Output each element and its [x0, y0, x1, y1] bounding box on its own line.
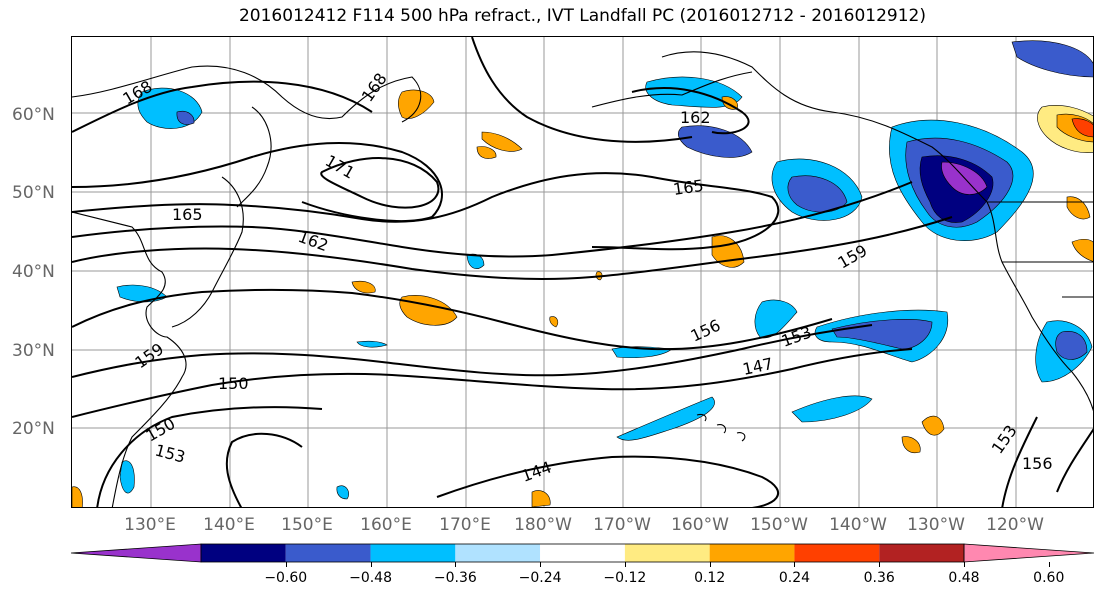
lat-label-60n: 60°N — [12, 105, 55, 125]
colorbar-tick-label: −0.48 — [349, 570, 392, 586]
contour-label: 150 — [218, 374, 249, 393]
contour-label: 171 — [322, 151, 358, 183]
colorbar-tick-label: −0.24 — [518, 570, 562, 586]
map-canvas: 168 168 171 165 165 162 162 159 159 156 … — [72, 37, 1093, 507]
colorbar-tick-mark — [624, 562, 626, 567]
colorbar-tick-mark — [964, 562, 965, 567]
lon-label-180w: 180°W — [514, 515, 572, 535]
colorbar-tick-mark — [794, 562, 796, 567]
negative-anomaly-shading — [116, 40, 1093, 500]
colorbar-cell — [794, 544, 880, 562]
contour-label: 165 — [172, 205, 203, 224]
contour-label: 144 — [519, 457, 554, 485]
colorbar-tick-label: −0.12 — [603, 570, 647, 586]
graticule — [72, 37, 1093, 507]
contour-label: 156 — [688, 315, 724, 345]
lon-label-170e: 170°E — [439, 515, 491, 535]
lon-label-120w: 120°W — [986, 515, 1044, 535]
colorbar-extend-high — [963, 543, 1095, 563]
coastlines — [72, 51, 1093, 507]
colorbar-tick-label: 0.60 — [1033, 570, 1065, 586]
colorbar-cell — [370, 544, 456, 562]
colorbar-cell — [709, 544, 795, 562]
lon-label-150e: 150°E — [281, 515, 333, 535]
colorbar-tick-mark — [1048, 562, 1050, 567]
contour-label: 156 — [1022, 454, 1053, 473]
colorbar-tick-label: 0.24 — [778, 570, 811, 586]
colorbar — [70, 543, 1095, 563]
colorbar-border — [200, 543, 965, 563]
lat-label-20n: 20°N — [12, 419, 55, 439]
colorbar-cells — [70, 543, 1095, 563]
lon-label-130w: 130°W — [907, 515, 965, 535]
lon-label-140w: 140°W — [829, 515, 887, 535]
lon-label-150w: 150°W — [750, 515, 808, 535]
colorbar-tick-label: 0.36 — [863, 570, 895, 586]
colorbar-tick-mark — [285, 562, 287, 567]
contour-label: 159 — [131, 339, 167, 372]
colorbar-tick-label: −0.36 — [433, 570, 477, 586]
colorbar-tick-mark — [455, 562, 457, 567]
contour-label: 153 — [153, 441, 187, 467]
colorbar-cell — [624, 544, 710, 562]
colorbar-cell — [201, 544, 286, 562]
lon-label-130e: 130°E — [124, 515, 176, 535]
colorbar-cell — [879, 544, 964, 562]
colorbar-cell — [540, 544, 625, 562]
contour-label: 168 — [358, 69, 391, 105]
lat-label-40n: 40°N — [12, 262, 55, 282]
refractivity-contours — [72, 37, 1093, 507]
colorbar-cell — [455, 544, 541, 562]
colorbar-tick-mark — [370, 562, 372, 567]
map-title: 2016012412 F114 500 hPa refract., IVT La… — [238, 6, 926, 26]
lon-label-160w: 160°W — [671, 515, 729, 535]
lon-label-140e: 140°E — [203, 515, 255, 535]
colorbar-tick-mark — [709, 562, 711, 567]
lon-label-170w: 170°W — [593, 515, 651, 535]
colorbar-tick-label: −0.60 — [264, 570, 308, 586]
colorbar-tick-label: 0.12 — [694, 570, 726, 586]
contour-label: 165 — [672, 176, 705, 199]
colorbar-tick-mark — [879, 562, 881, 567]
colorbar-cell — [285, 544, 371, 562]
lat-label-50n: 50°N — [12, 183, 55, 203]
lat-label-30n: 30°N — [12, 341, 55, 361]
colorbar-extend-low — [70, 543, 202, 563]
map-panel: 168 168 171 165 165 162 162 159 159 156 … — [71, 36, 1094, 508]
colorbar-tick-mark — [540, 562, 542, 567]
contour-label: 162 — [296, 227, 331, 255]
contour-label: 162 — [680, 108, 711, 127]
lon-label-160e: 160°E — [360, 515, 412, 535]
contour-label: 147 — [741, 354, 775, 379]
colorbar-tick-label: 0.48 — [948, 570, 980, 586]
